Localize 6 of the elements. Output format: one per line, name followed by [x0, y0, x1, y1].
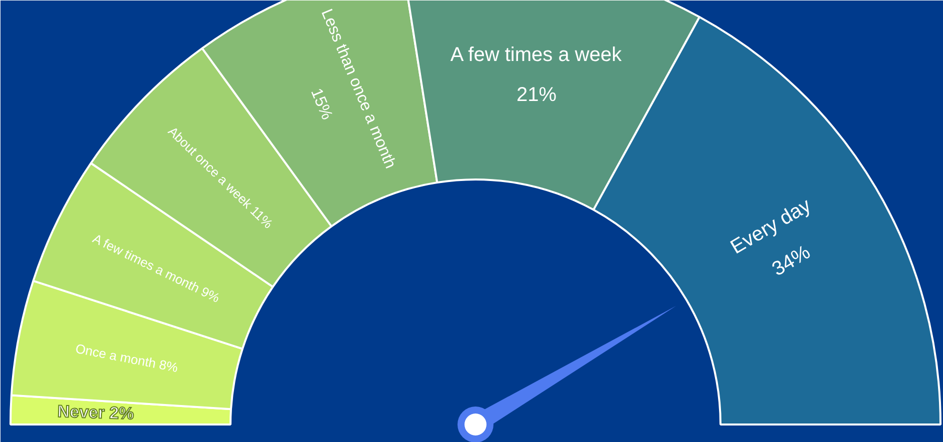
slice-label: Once a month 8% [74, 340, 180, 376]
data-label: 21% [516, 84, 557, 106]
slice-label: A few times a month 9% [90, 230, 223, 306]
data-label: 15% [307, 86, 336, 122]
slice-label: Never 2% [57, 402, 134, 424]
slice-label: A few times a week [450, 44, 623, 66]
